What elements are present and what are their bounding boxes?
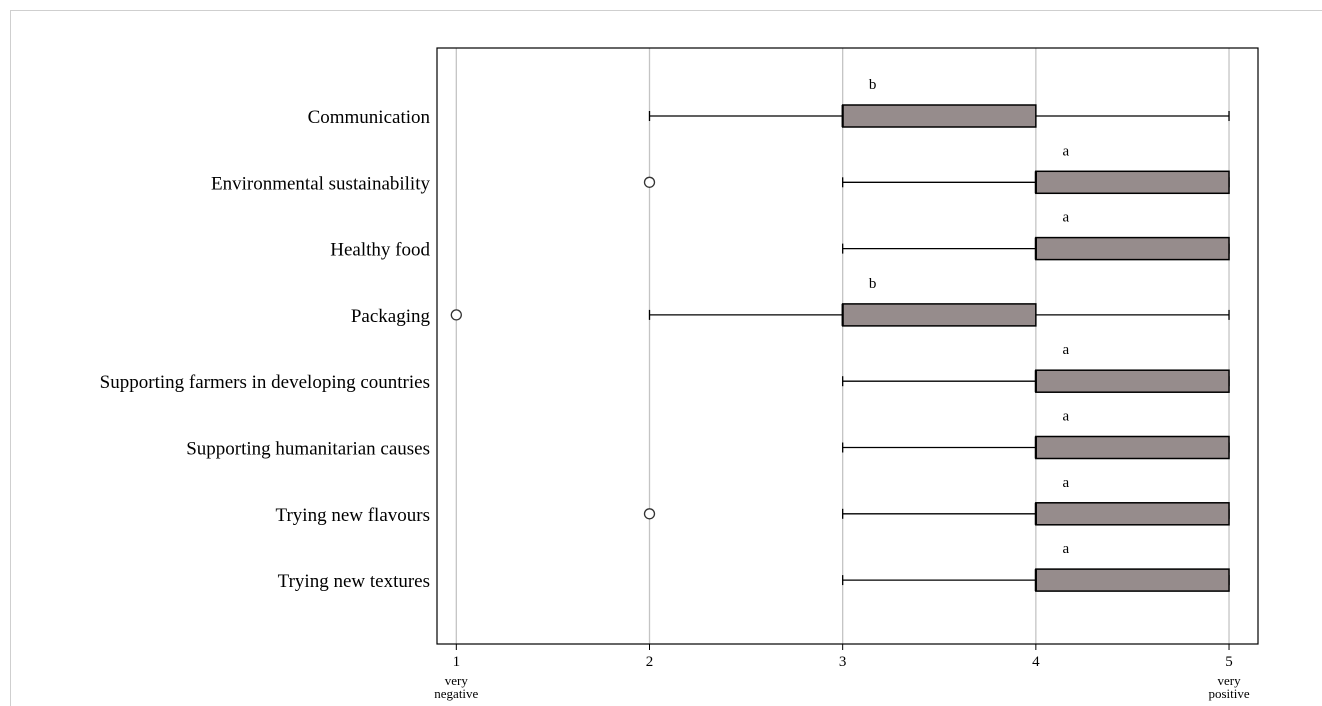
significance-letter: a [1063, 541, 1070, 557]
plot-area [436, 47, 1259, 645]
x-tick-label: 1 [453, 654, 461, 670]
outlier-point [643, 176, 656, 188]
x-tick-label: 3 [839, 654, 847, 670]
box-row: Trying new textures a [278, 541, 1230, 592]
box [841, 104, 1037, 128]
x-tick-label: 5 [1225, 654, 1233, 670]
significance-letter: a [1063, 210, 1070, 226]
box-row: Trying new flavours a [276, 475, 1230, 526]
category-label: Healthy food [330, 240, 430, 261]
figure-frame [10, 10, 1322, 706]
x-tick-sublabel: negative [434, 686, 478, 701]
category-label: Supporting farmers in developing countri… [100, 372, 430, 393]
significance-letter: a [1063, 143, 1070, 159]
outlier-point [643, 508, 656, 520]
significance-letter: b [869, 77, 877, 93]
category-label: Packaging [351, 306, 431, 327]
category-label: Environmental sustainability [211, 173, 430, 194]
x-tick-label: 4 [1032, 654, 1040, 670]
significance-letter: a [1063, 409, 1070, 425]
x-tick-label: 2 [646, 654, 654, 670]
x-tick-sublabel: very [445, 673, 469, 688]
box [1035, 369, 1230, 393]
box-row: Supporting farmers in developing countri… [100, 342, 1230, 393]
box [1035, 236, 1230, 261]
outlier-point [450, 309, 462, 321]
x-tick-sublabel: positive [1208, 686, 1249, 701]
category-label: Trying new flavours [276, 505, 430, 526]
box [1035, 502, 1230, 526]
box [1035, 568, 1230, 592]
significance-letter: b [869, 276, 877, 292]
box-row: Healthy food a [330, 210, 1230, 261]
category-label: Supporting humanitarian causes [186, 439, 430, 460]
category-label: Communication [308, 107, 431, 128]
box [1035, 435, 1230, 460]
category-label: Trying new textures [278, 571, 430, 592]
box-row: Packaging b [351, 276, 1230, 327]
box [841, 303, 1037, 327]
x-tick-sublabel: very [1217, 673, 1241, 688]
box-row: Environmental sustainability a [211, 143, 1230, 195]
box-row: Supporting humanitarian causes a [186, 409, 1230, 460]
significance-letter: a [1063, 342, 1070, 358]
box [1035, 170, 1230, 195]
box-row: Communication b [308, 77, 1230, 128]
significance-letter: a [1063, 475, 1070, 491]
